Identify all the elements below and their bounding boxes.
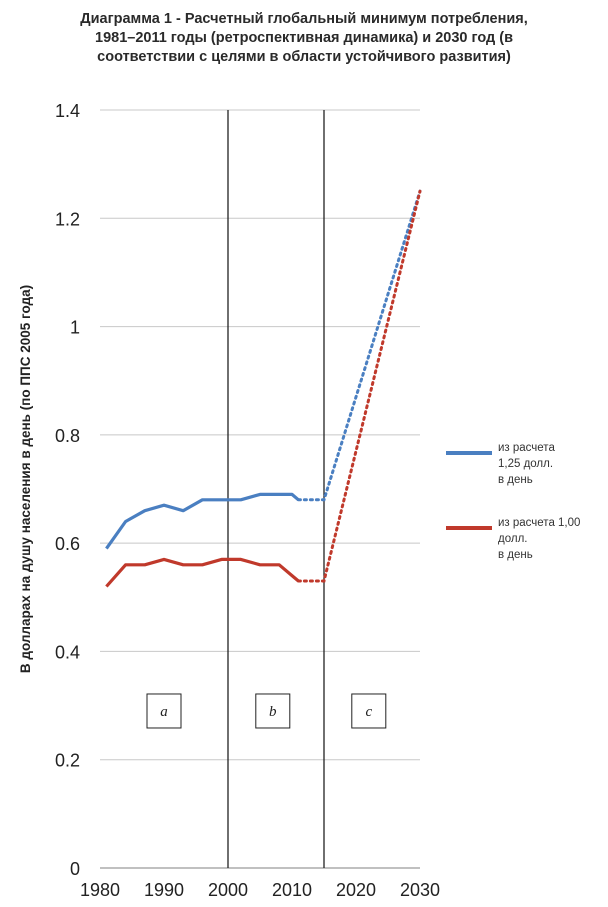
- x-tick-label: 1990: [144, 880, 184, 900]
- legend-label-line: долл.: [498, 533, 528, 545]
- legend-label-line: из расчета: [498, 442, 555, 454]
- y-axis-label: В долларах на душу населения в день (по …: [18, 285, 33, 673]
- legend-label-series-1: из расчета 1,25 долл. в день: [498, 440, 598, 488]
- x-tick-label: 1980: [80, 880, 120, 900]
- y-tick-label: 0.6: [55, 534, 80, 554]
- x-tick-label: 2030: [400, 880, 440, 900]
- series-projection-1: [296, 189, 422, 502]
- series-projection-2: [296, 189, 422, 583]
- period-label-box: [146, 693, 182, 729]
- y-tick-label: 1.2: [55, 209, 80, 229]
- legend-label-line: в день: [498, 474, 533, 486]
- chart-title-line-3: соответствии с целями в области устойчив…: [97, 49, 511, 65]
- legend-label-line: в день: [498, 549, 533, 561]
- x-tick-label: 2000: [208, 880, 248, 900]
- series-line-2: [105, 557, 300, 588]
- x-tick-label: 2020: [336, 880, 376, 900]
- y-tick-label: 0: [70, 859, 80, 879]
- period-label-box: [255, 693, 291, 729]
- y-tick-label: 1.4: [55, 101, 80, 121]
- chart-title: Диаграмма 1 - Расчетный глобальный миним…: [20, 10, 588, 67]
- y-tick-label: 1: [70, 318, 80, 338]
- chart-title-line-1: Диаграмма 1 - Расчетный глобальный миним…: [80, 11, 528, 27]
- series-line-1: [105, 492, 300, 550]
- legend-label-line: из расчета 1,00: [498, 517, 581, 529]
- y-tick-label: 0.8: [55, 426, 80, 446]
- legend-label-series-2: из расчета 1,00 долл. в день: [498, 515, 598, 563]
- y-tick-label: 0.2: [55, 751, 80, 771]
- legend-swatch-series-2: [446, 526, 492, 530]
- period-label: c: [365, 704, 372, 720]
- legend-label-line: 1,25 долл.: [498, 458, 554, 470]
- legend-swatch-series-1: [446, 451, 492, 455]
- period-label: a: [160, 704, 168, 720]
- chart-title-line-2: 1981–2011 годы (ретроспективная динамика…: [95, 30, 513, 46]
- y-tick-label: 0.4: [55, 642, 80, 662]
- period-label-box: [351, 693, 387, 729]
- period-label: b: [269, 704, 277, 720]
- x-tick-label: 2010: [272, 880, 312, 900]
